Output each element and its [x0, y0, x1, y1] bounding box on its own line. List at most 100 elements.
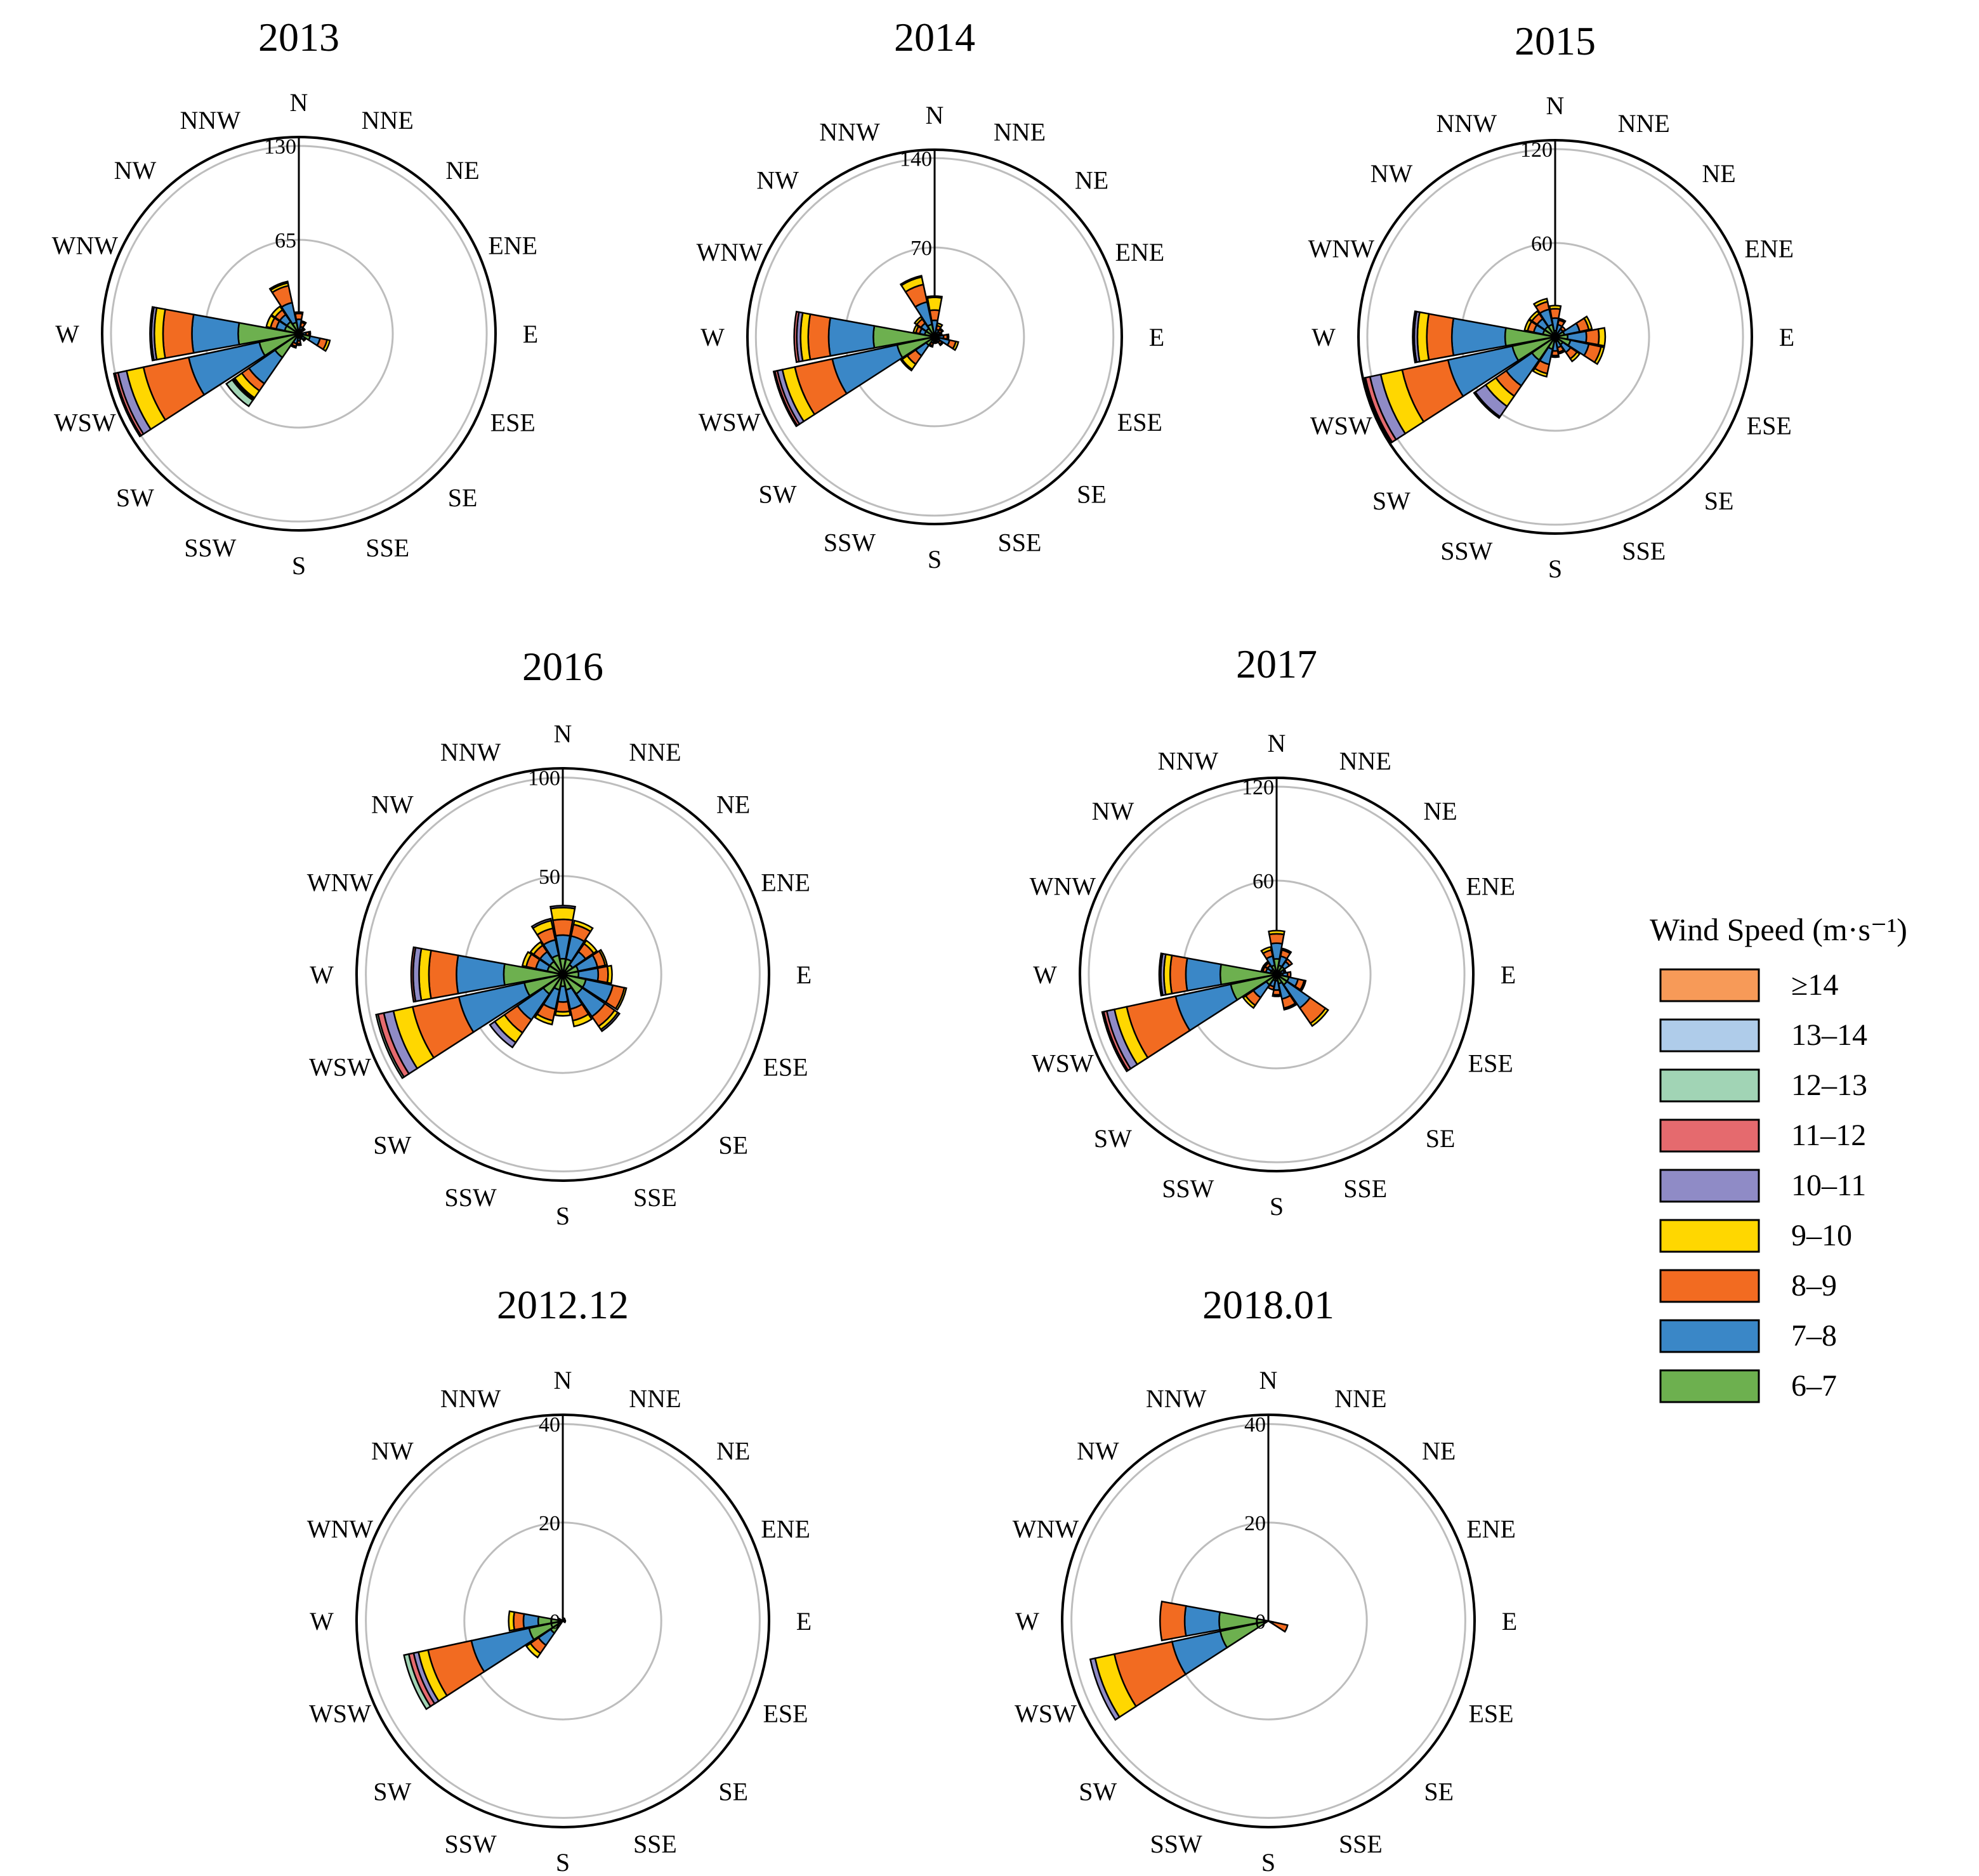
wedge-ne [582, 939, 598, 955]
radial-tick-label: 50 [539, 865, 560, 889]
direction-label-nne: NNE [1618, 109, 1670, 138]
direction-label-nw: NW [371, 1436, 414, 1465]
direction-label-nne: NNE [362, 106, 414, 134]
radial-tick-label: 40 [539, 1414, 560, 1437]
radial-tick-label: 70 [911, 237, 932, 260]
direction-label-ese: ESE [1117, 408, 1162, 436]
direction-label-se: SE [1426, 1124, 1456, 1153]
legend-swatch [1659, 1018, 1760, 1053]
windrose-panel: 2014 70 140 N NNE NE ENE E ESE SE SSE S SSW SW WSW W WNW… [696, 15, 1164, 574]
direction-label-e: E [796, 1607, 812, 1636]
direction-label-w: W [700, 323, 725, 351]
legend-label: 7–8 [1791, 1319, 1837, 1353]
direction-label-e: E [796, 961, 812, 989]
direction-label-sse: SSE [365, 534, 409, 562]
direction-label-se: SE [1077, 480, 1107, 508]
wedge-w [162, 308, 195, 359]
direction-label-nnw: NNW [1158, 747, 1219, 775]
direction-label-ssw: SSW [1162, 1174, 1214, 1203]
wedge-n [1268, 933, 1285, 945]
panel-title: 2015 [1515, 18, 1596, 63]
direction-label-sw: SW [373, 1131, 411, 1160]
wedge-ese [614, 987, 628, 1011]
direction-label-nw: NW [114, 156, 157, 185]
direction-label-sw: SW [1372, 487, 1410, 515]
wedge-se [1569, 351, 1581, 363]
radial-tick-label: 100 [528, 767, 560, 790]
legend-label: 12–13 [1791, 1068, 1867, 1102]
wedge-sw [1242, 994, 1257, 1009]
direction-label-ese: ESE [1747, 412, 1792, 440]
wedge-wsw [112, 372, 143, 438]
direction-label-nw: NW [1077, 1436, 1119, 1465]
direction-label-ese: ESE [1469, 1699, 1514, 1728]
legend-swatch [1659, 1169, 1760, 1203]
direction-label-sw: SW [1079, 1778, 1117, 1806]
direction-label-n: N [1546, 91, 1565, 120]
direction-label-sw: SW [373, 1778, 411, 1806]
direction-label-ssw: SSW [1150, 1830, 1202, 1858]
wedge-s [1272, 994, 1282, 997]
direction-label-nw: NW [1371, 159, 1413, 188]
direction-label-wnw: WNW [1308, 234, 1375, 263]
wedge-ese [322, 339, 331, 352]
radial-tick-label: 140 [900, 147, 932, 171]
wedge-w [793, 310, 800, 364]
direction-label-nne: NNE [994, 118, 1046, 147]
legend-label: 10–11 [1791, 1169, 1866, 1202]
legend-label: 6–7 [1791, 1369, 1837, 1403]
wedge-ne [938, 327, 944, 333]
wedge-e [596, 965, 609, 984]
wedge-nne [1558, 317, 1567, 324]
direction-label-ene: ENE [1744, 234, 1794, 263]
wedge-sw [225, 378, 254, 408]
legend-swatch [1659, 1219, 1760, 1253]
direction-label-nnw: NNW [1146, 1384, 1207, 1413]
direction-label-wsw: WSW [1015, 1699, 1077, 1728]
direction-label-ssw: SSW [1440, 537, 1492, 565]
wedge-n [1268, 929, 1285, 936]
wedge-ese [563, 1620, 567, 1623]
radial-tick-label: 120 [1520, 138, 1553, 162]
wedge-n [294, 311, 304, 315]
wedge-e [1597, 327, 1607, 347]
wedge-sw [1473, 391, 1501, 419]
direction-label-sse: SSE [1343, 1174, 1387, 1203]
wedge-se [600, 1011, 621, 1033]
direction-label-sse: SSE [633, 1183, 677, 1212]
wedge-wsw [403, 1653, 432, 1710]
direction-label-n: N [290, 88, 308, 117]
wedge-w [428, 949, 459, 1000]
direction-label-se: SE [1424, 1778, 1454, 1806]
wedge-wnw [1523, 318, 1533, 332]
radial-tick-label: 0 [1255, 1610, 1266, 1634]
wedge-wsw [375, 1013, 405, 1080]
wedge-w [410, 946, 417, 1003]
direction-label-se: SE [718, 1131, 748, 1160]
wedge-w [1426, 313, 1455, 361]
wedge-se [938, 341, 944, 346]
direction-label-s: S [1270, 1192, 1284, 1221]
direction-label-wnw: WNW [307, 1515, 374, 1544]
direction-label-wnw: WNW [52, 231, 119, 259]
wedge-wnw [521, 950, 533, 968]
direction-label-ne: NE [1422, 1436, 1456, 1465]
direction-label-s: S [928, 545, 942, 574]
wedge-n [551, 918, 574, 937]
legend-swatch [1659, 1269, 1760, 1303]
legend-label: 13–14 [1791, 1018, 1867, 1052]
direction-label-sw: SW [116, 483, 154, 512]
direction-label-sse: SSE [1622, 537, 1666, 565]
windrose-panels: 201365130NNNENEENEEESESESSESSSWSWWSWWWNW… [52, 15, 1795, 1876]
wedge-e [606, 964, 613, 985]
wedge-n [549, 905, 576, 910]
direction-label-ene: ENE [1466, 872, 1515, 900]
panel-title: 2013 [258, 15, 339, 60]
panel-title: 2014 [894, 15, 975, 60]
legend-swatch [1659, 1319, 1760, 1353]
direction-label-nne: NNE [1339, 747, 1391, 775]
radial-tick-label: 0 [549, 1610, 560, 1634]
wedge-ene [1582, 315, 1593, 331]
radial-tick-label: 65 [275, 229, 296, 253]
direction-label-s: S [556, 1848, 570, 1876]
